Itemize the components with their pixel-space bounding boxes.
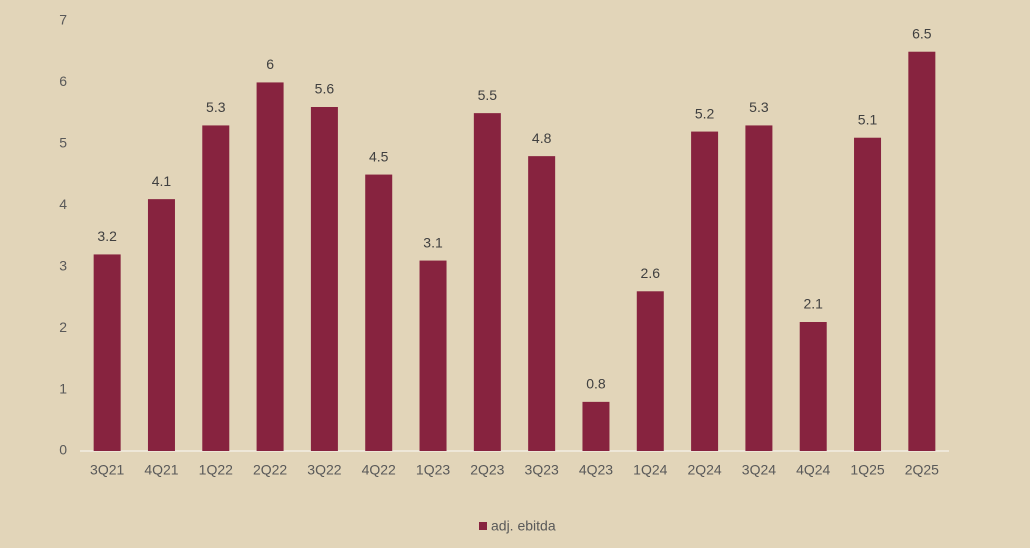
value-label: 3.1	[423, 234, 443, 250]
bar	[473, 113, 501, 452]
x-tick-label: 3Q21	[90, 462, 124, 478]
value-label: 6.5	[912, 25, 932, 41]
bar	[691, 131, 719, 452]
bar	[310, 107, 338, 451]
y-tick-label: 3	[59, 257, 67, 273]
value-label: 5.5	[478, 87, 498, 103]
value-label: 4.8	[532, 130, 552, 146]
y-tick-label: 5	[59, 135, 67, 151]
value-label: 5.3	[749, 99, 769, 115]
bar	[636, 291, 664, 451]
y-tick-label: 0	[59, 442, 67, 458]
value-label: 3.2	[97, 228, 117, 244]
bar	[93, 254, 121, 451]
value-label: 2.6	[641, 265, 661, 281]
value-label: 6	[266, 56, 274, 72]
x-tick-label: 4Q24	[796, 462, 830, 478]
bar	[854, 137, 882, 451]
x-tick-label: 4Q22	[362, 462, 396, 478]
y-tick-label: 2	[59, 319, 67, 335]
x-tick-label: 2Q24	[687, 462, 721, 478]
bar	[202, 125, 230, 451]
x-tick-label: 1Q25	[850, 462, 884, 478]
value-label: 5.2	[695, 105, 715, 121]
value-label: 4.1	[152, 173, 172, 189]
bar	[147, 199, 175, 451]
bar	[799, 322, 827, 451]
x-tick-label: 2Q25	[905, 462, 939, 478]
bar	[419, 260, 447, 451]
value-label: 2.1	[803, 296, 823, 312]
bar	[582, 401, 610, 451]
y-tick-label: 1	[59, 380, 67, 396]
value-label: 4.5	[369, 148, 389, 164]
legend-swatch	[479, 522, 487, 530]
x-tick-label: 3Q22	[307, 462, 341, 478]
y-tick-label: 7	[59, 12, 67, 28]
x-tick-label: 1Q24	[633, 462, 667, 478]
value-label: 5.6	[315, 81, 335, 97]
value-label: 5.3	[206, 99, 226, 115]
x-tick-label: 4Q21	[144, 462, 178, 478]
legend-label: adj. ebitda	[491, 518, 556, 534]
x-tick-label: 3Q24	[742, 462, 776, 478]
bar	[745, 125, 773, 451]
bar	[256, 82, 284, 451]
y-tick-label: 6	[59, 73, 67, 89]
bar	[908, 51, 936, 451]
value-label: 5.1	[858, 111, 878, 127]
bar	[365, 174, 393, 452]
x-tick-label: 1Q22	[199, 462, 233, 478]
x-tick-label: 2Q22	[253, 462, 287, 478]
y-tick-label: 4	[59, 196, 67, 212]
x-tick-label: 1Q23	[416, 462, 450, 478]
x-tick-label: 3Q23	[525, 462, 559, 478]
x-tick-label: 4Q23	[579, 462, 613, 478]
bar	[528, 156, 556, 451]
value-label: 0.8	[586, 376, 606, 392]
x-tick-label: 2Q23	[470, 462, 504, 478]
